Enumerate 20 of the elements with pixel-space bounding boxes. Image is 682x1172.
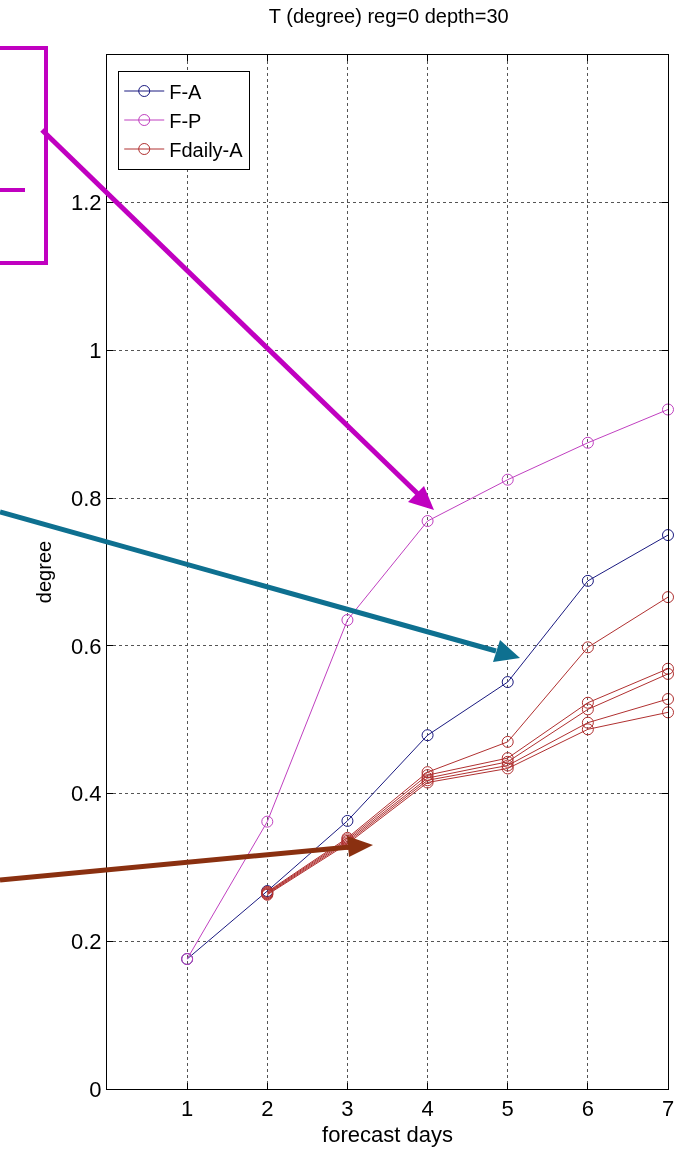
y-tick-label: 1	[89, 338, 102, 364]
x-tick-label: 1	[181, 1096, 194, 1122]
y-tick-label: 0.8	[71, 485, 102, 511]
y-tick-label: 0.4	[71, 781, 102, 807]
y-tick-label: 0.2	[71, 928, 102, 954]
x-tick-label: 2	[261, 1096, 274, 1122]
x-tick-label: 6	[581, 1096, 594, 1122]
y-tick-label: 1.2	[71, 190, 102, 216]
legend-label: F-P	[169, 109, 202, 132]
x-axis-title: forecast days	[322, 1122, 453, 1148]
y-tick-label: 0	[89, 1076, 102, 1102]
legend-label: F-A	[169, 80, 203, 103]
x-tick-label: 5	[501, 1096, 514, 1122]
x-tick-label: 7	[661, 1096, 675, 1122]
y-axis-title: degree	[32, 540, 55, 604]
y-tick-label: 0.6	[71, 633, 102, 659]
x-tick-label: 3	[341, 1096, 354, 1122]
chart-title: T (degree) reg=0 depth=30	[268, 5, 509, 28]
legend-label: Fdaily-A	[169, 138, 244, 161]
x-tick-label: 4	[421, 1096, 434, 1122]
